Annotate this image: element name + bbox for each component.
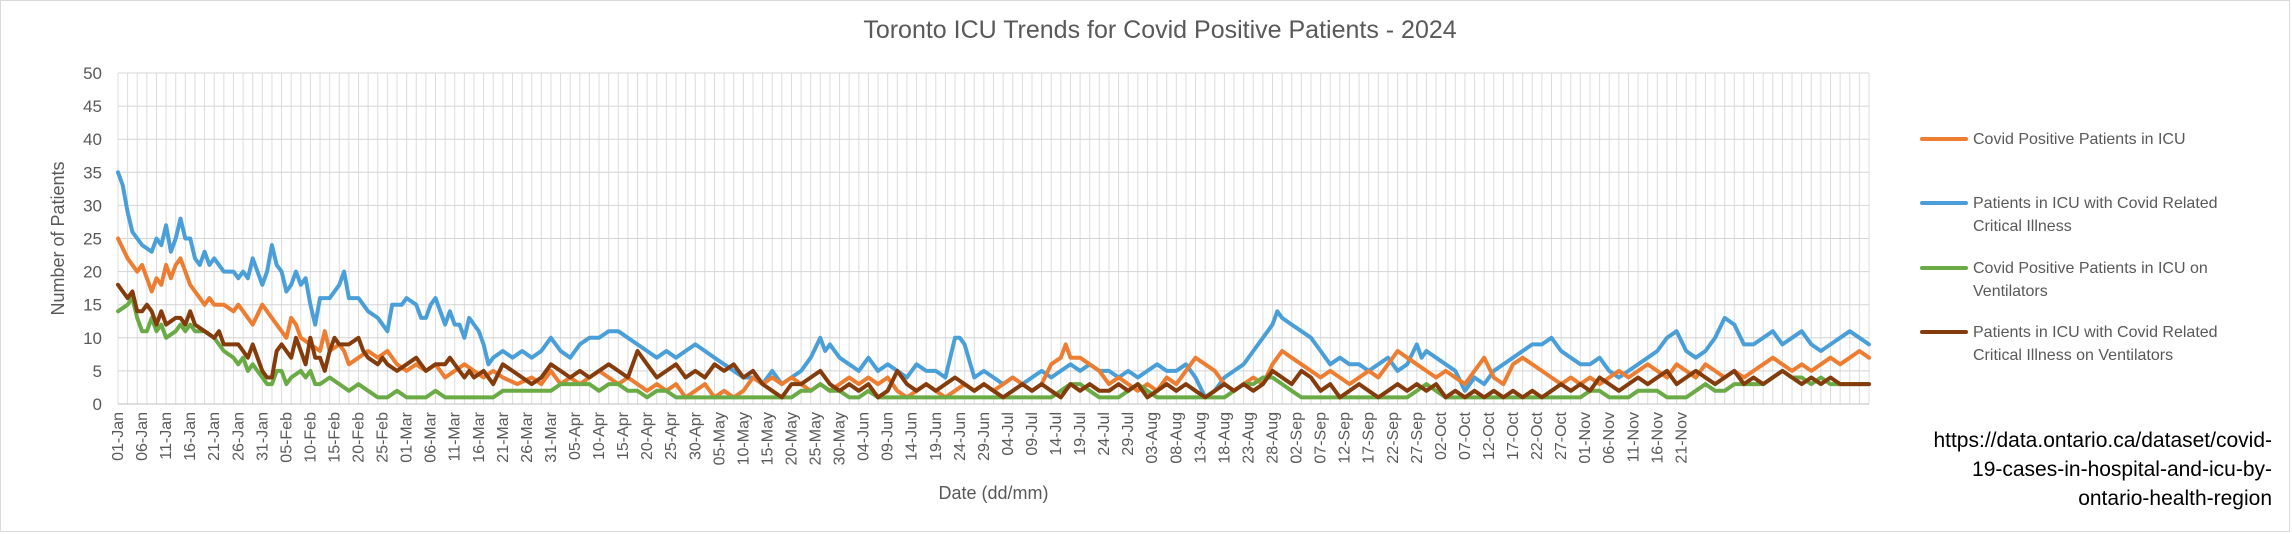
- x-tick-label: 24-Jul: [1096, 412, 1113, 456]
- x-tick-label: 25-May: [808, 412, 825, 465]
- x-tick-label: 05-Feb: [278, 412, 295, 463]
- x-tick-label: 15-Feb: [326, 412, 343, 463]
- y-tick-label: 20: [83, 263, 102, 282]
- series-line: [116, 296, 1871, 400]
- x-tick-label: 16-Nov: [1649, 412, 1666, 464]
- y-tick-label: 25: [83, 230, 102, 249]
- legend-label: Patients in ICU with Covid Related: [1973, 195, 2218, 212]
- x-tick-label: 27-Oct: [1553, 411, 1570, 460]
- x-tick-label: 11-Jan: [158, 412, 175, 460]
- x-tick-label: 11-Nov: [1625, 412, 1642, 462]
- series-line: [116, 236, 1871, 400]
- x-tick-label: 03-Aug: [1144, 412, 1161, 464]
- x-tick-label: 07-Sep: [1313, 412, 1330, 464]
- source-note: https://data.ontario.ca/dataset/covid-19…: [1933, 429, 2272, 510]
- x-tick-label: 28-Aug: [1265, 412, 1282, 464]
- x-tick-label: 27-Sep: [1409, 412, 1426, 464]
- x-tick-label: 12-Oct: [1481, 411, 1498, 460]
- x-tick-label: 06-Nov: [1601, 412, 1618, 464]
- x-tick-label: 01-Mar: [399, 411, 416, 462]
- x-tick-label: 05-Apr: [567, 411, 584, 460]
- x-tick-label: 25-Apr: [663, 411, 680, 460]
- x-tick-label: 14-Jun: [904, 412, 921, 461]
- x-tick-label: 09-Jul: [1024, 412, 1041, 456]
- x-tick-label: 08-Aug: [1168, 412, 1185, 464]
- y-tick-label: 0: [93, 395, 102, 414]
- x-tick-label: 29-Jul: [1120, 412, 1137, 456]
- legend-label: Critical Illness: [1973, 218, 2072, 235]
- x-tick-label: 02-Sep: [1289, 412, 1306, 464]
- x-tick-label: 22-Sep: [1385, 412, 1402, 464]
- x-tick-label: 30-May: [832, 412, 849, 465]
- x-tick-label: 17-Oct: [1505, 411, 1522, 460]
- legend-label: Covid Positive Patients in ICU on: [1973, 260, 2208, 277]
- y-axis: 0 5 10 15 20 25 30 35 40 45 50: [83, 64, 102, 414]
- legend-label: Covid Positive Patients in ICU: [1973, 131, 2186, 148]
- x-tick-label: 26-Mar: [519, 411, 536, 462]
- y-tick-label: 10: [83, 329, 102, 348]
- x-tick-label: 16-Jan: [182, 412, 199, 461]
- x-tick-label: 04-Jun: [856, 412, 873, 461]
- x-tick-label: 15-Apr: [615, 411, 632, 460]
- y-axis-title: Number of Patients: [48, 161, 68, 315]
- legend-label: Patients in ICU with Covid Related: [1973, 324, 2218, 341]
- x-tick-label: 14-Jul: [1048, 412, 1065, 456]
- x-tick-label: 18-Aug: [1216, 412, 1233, 464]
- y-tick-label: 45: [83, 97, 102, 116]
- x-tick-label: 15-May: [759, 412, 776, 465]
- y-tick-label: 30: [83, 196, 102, 215]
- x-tick-label: 21-Jan: [206, 412, 223, 461]
- x-tick-label: 16-Mar: [471, 411, 488, 462]
- x-tick-label: 29-Jun: [976, 412, 993, 461]
- x-tick-label: 07-Oct: [1457, 411, 1474, 460]
- y-tick-label: 5: [93, 362, 102, 381]
- x-tick-label: 09-Jun: [880, 412, 897, 461]
- y-tick-label: 15: [83, 296, 102, 315]
- x-tick-label: 30-Apr: [687, 411, 704, 460]
- x-tick-label: 21-Nov: [1673, 412, 1690, 464]
- x-tick-label: 26-Jan: [230, 412, 247, 461]
- x-tick-label: 25-Feb: [375, 412, 392, 463]
- series-lines: [116, 170, 1871, 400]
- y-tick-label: 40: [83, 130, 102, 149]
- x-tick-label: 01-Nov: [1577, 412, 1594, 464]
- x-tick-label: 19-Jul: [1072, 412, 1089, 456]
- x-tick-label: 23-Aug: [1240, 412, 1257, 464]
- x-tick-label: 06-Jan: [134, 412, 151, 461]
- x-tick-label: 31-Jan: [254, 412, 271, 461]
- chart-title: Toronto ICU Trends for Covid Positive Pa…: [863, 16, 1456, 44]
- x-axis: 01-Jan 06-Jan 11-Jan 16-Jan 21-Jan 26-Jan 31-J…: [110, 411, 1690, 465]
- x-tick-label: 06-Mar: [423, 411, 440, 462]
- x-tick-label: 10-May: [735, 412, 752, 465]
- x-tick-label: 12-Sep: [1337, 412, 1354, 464]
- x-tick-label: 22-Oct: [1529, 411, 1546, 460]
- series-line: [116, 170, 1871, 400]
- series-line: [116, 282, 1871, 400]
- x-tick-label: 20-Feb: [351, 412, 368, 463]
- x-tick-label: 02-Oct: [1433, 411, 1450, 460]
- x-tick-label: 20-Apr: [639, 411, 656, 460]
- x-tick-label: 10-Apr: [591, 411, 608, 460]
- x-tick-label: 05-May: [711, 412, 728, 465]
- x-tick-label: 31-Mar: [543, 411, 560, 462]
- x-tick-label: 21-Mar: [495, 411, 512, 462]
- legend-label: Critical Illness on Ventilators: [1973, 347, 2173, 364]
- x-tick-label: 04-Jul: [1000, 412, 1017, 456]
- x-tick-label: 11-Mar: [447, 411, 464, 461]
- y-tick-label: 50: [83, 64, 102, 83]
- x-tick-label: 13-Aug: [1192, 412, 1209, 464]
- x-tick-label: 20-May: [783, 412, 800, 465]
- x-tick-label: 19-Jun: [928, 412, 945, 461]
- x-tick-label: 17-Sep: [1361, 412, 1378, 464]
- legend: Covid Positive Patients in ICU Patients i…: [1920, 131, 2218, 364]
- legend-label: Ventilators: [1973, 283, 2048, 300]
- x-tick-label: 24-Jun: [952, 412, 969, 461]
- x-tick-label: 10-Feb: [302, 412, 319, 463]
- x-tick-label: 01-Jan: [110, 412, 127, 461]
- x-axis-title: Date (dd/mm): [938, 483, 1048, 503]
- y-tick-label: 35: [83, 163, 102, 182]
